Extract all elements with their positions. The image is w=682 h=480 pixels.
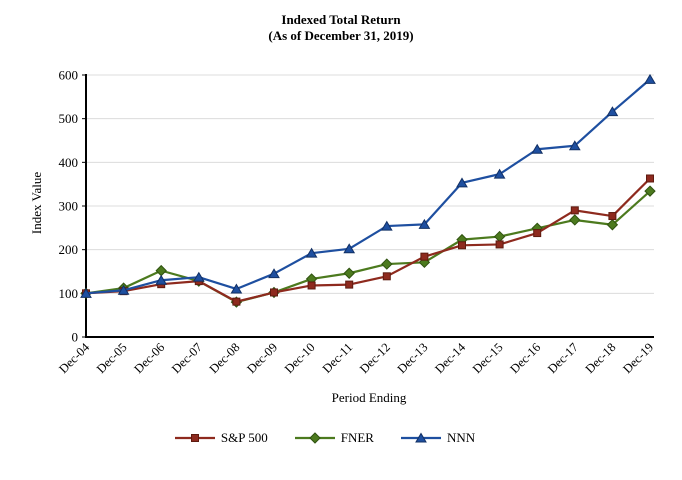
x-tick-label: Dec-05 [94, 340, 130, 376]
y-tick-label: 600 [59, 68, 79, 83]
marker-square [232, 297, 241, 306]
marker-diamond [606, 219, 619, 231]
x-tick-label: Dec-10 [282, 340, 318, 376]
marker-square [533, 229, 542, 238]
marker-triangle [456, 177, 468, 188]
marker-square [345, 280, 354, 289]
marker-diamond [569, 214, 581, 226]
legend-swatch-diamond-icon [294, 432, 335, 444]
legend-item-FNER: FNER [294, 430, 374, 446]
x-tick-label: Dec-18 [583, 340, 619, 376]
legend-label: S&P 500 [220, 430, 268, 445]
marker-triangle [305, 247, 318, 258]
marker-diamond [155, 264, 167, 277]
x-tick-label: Dec-15 [470, 340, 506, 376]
marker-square [190, 434, 199, 442]
marker-diamond [644, 185, 656, 197]
marker-triangle [155, 274, 168, 285]
marker-triangle [343, 243, 356, 254]
marker-triangle [230, 283, 243, 294]
x-tick-label: Dec-13 [395, 340, 431, 376]
x-tick-label: Dec-06 [131, 340, 167, 376]
marker-square [307, 281, 316, 290]
x-tick-label: Dec-09 [244, 340, 280, 376]
marker-triangle [117, 284, 130, 295]
chart-title-line1: Indexed Total Return [281, 12, 401, 27]
x-tick-label: Dec-07 [169, 340, 205, 376]
x-tick-label: Dec-19 [620, 340, 656, 376]
x-tick-label: Dec-17 [545, 340, 581, 376]
marker-triangle [493, 168, 506, 179]
x-tick-label: Dec-11 [320, 340, 356, 376]
marker-diamond [493, 230, 506, 243]
legend-label: NNN [446, 430, 476, 445]
legend-label: FNER [340, 430, 374, 445]
series-line-FNER [84, 190, 652, 304]
marker-square [646, 174, 654, 183]
marker-square [458, 241, 466, 250]
legend-item-NNN: NNN [400, 430, 476, 446]
y-tick-label: 200 [59, 242, 79, 257]
legend-swatch-triangle-icon [400, 432, 441, 443]
marker-triangle [415, 432, 427, 443]
y-tick-label: 400 [59, 155, 79, 170]
marker-triangle [531, 143, 544, 154]
marker-triangle [80, 287, 92, 298]
marker-triangle [418, 218, 431, 229]
legend-swatch-square-icon [174, 434, 215, 442]
marker-diamond [309, 432, 321, 444]
marker-triangle [268, 268, 280, 279]
y-tick-label: 500 [59, 111, 79, 126]
marker-square [420, 252, 429, 261]
chart-title: Indexed Total Return (As of December 31,… [0, 12, 682, 44]
chart-title-line2: (As of December 31, 2019) [268, 28, 414, 43]
marker-square [270, 288, 278, 297]
y-tick-label: 100 [59, 286, 79, 301]
x-tick-label: Dec-08 [207, 340, 243, 376]
y-tick-label: 0 [72, 330, 79, 345]
marker-diamond [381, 258, 393, 270]
marker-square [608, 212, 617, 221]
x-tick-label: Dec-12 [357, 340, 393, 376]
x-tick-label: Dec-16 [507, 340, 543, 376]
marker-triangle [192, 271, 205, 282]
series-line-NNN [84, 78, 652, 295]
marker-square [382, 272, 391, 281]
marker-triangle [380, 220, 393, 231]
marker-triangle [606, 106, 619, 117]
x-axis-title: Period Ending [331, 390, 407, 405]
marker-square [570, 206, 579, 215]
marker-square [495, 240, 504, 249]
x-tick-label: Dec-14 [432, 340, 468, 376]
marker-triangle [644, 73, 656, 84]
marker-triangle [568, 140, 581, 151]
legend-item-S&P 500: S&P 500 [174, 430, 268, 446]
series-line-S&P 500 [84, 177, 652, 303]
legend: S&P 500 FNER NNN [0, 430, 666, 446]
y-tick-label: 300 [59, 199, 79, 214]
marker-diamond [343, 267, 355, 279]
x-tick-label: Dec-04 [56, 340, 92, 376]
